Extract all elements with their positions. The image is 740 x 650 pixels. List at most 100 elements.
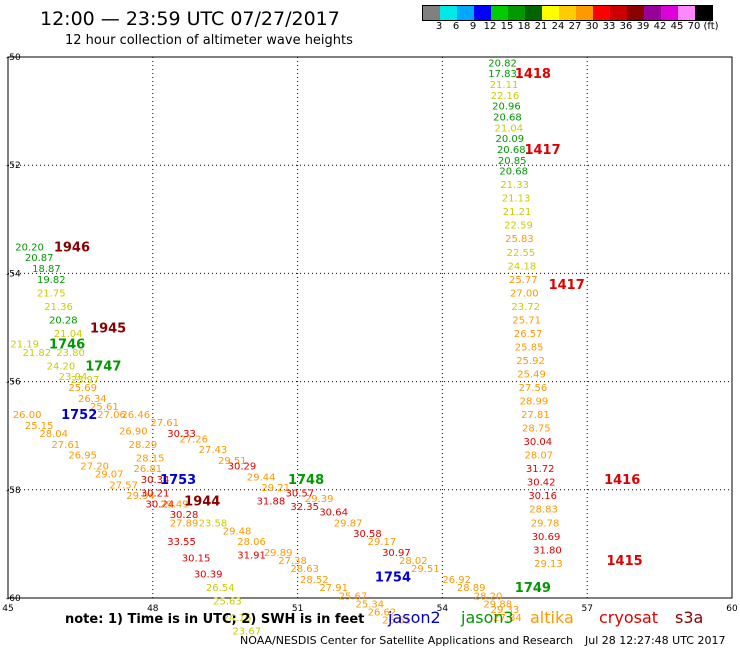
color-scale-label: 33: [602, 21, 616, 32]
pass-time-label: 1418: [515, 67, 551, 82]
legend-cryosat: cryosat: [599, 608, 659, 627]
wave-height-value: 21.36: [44, 302, 73, 313]
wave-height-value: 31.80: [533, 545, 562, 556]
x-tick-label: 45: [2, 604, 13, 614]
wave-height-value: 29.88: [483, 599, 512, 610]
wave-height-value: 24.18: [508, 261, 537, 272]
legend-jason2: jason2: [388, 608, 441, 627]
wave-height-value: 25.69: [68, 383, 97, 394]
wave-height-value: 25.61: [90, 402, 119, 413]
color-swatch: [457, 6, 474, 20]
wave-height-value: 25.85: [515, 342, 544, 353]
color-swatch: [661, 6, 678, 20]
wave-height-value: 21.13: [502, 194, 531, 205]
pass-time-label: 1747: [85, 359, 121, 374]
timestamp-text: Jul 28 12:27:48 UTC 2017: [585, 634, 726, 647]
wave-height-value: 30.28: [170, 510, 199, 521]
y-tick-label: -54: [6, 269, 21, 279]
wave-height-value: 29.44: [247, 472, 276, 483]
color-scale-label: 12: [483, 21, 497, 32]
wave-height-value: 21.33: [500, 180, 529, 191]
wave-height-value: 21.75: [37, 288, 66, 299]
wave-height-value: 30.97: [382, 548, 411, 559]
color-scale-label: 3: [435, 21, 443, 32]
wave-height-value: 25.63: [213, 597, 242, 608]
wave-height-value: 29.87: [334, 518, 363, 529]
color-swatch: [440, 6, 457, 20]
wave-height-value: 24.16: [223, 613, 252, 624]
wave-height-value: 26.61: [382, 616, 411, 627]
pass-time-label: 1417: [549, 278, 585, 293]
wave-height-value: 20.96: [492, 102, 521, 113]
color-scale-label: 70: [687, 21, 701, 32]
wave-height-value: 23.67: [232, 626, 261, 637]
wave-height-value: 27.20: [80, 461, 109, 472]
wave-height-value: 30.16: [528, 491, 557, 502]
pass-time-label: 1945: [90, 322, 126, 337]
wave-height-value: 26.57: [514, 329, 543, 340]
wave-height-value: 27.89: [170, 518, 199, 529]
wave-height-value: 29.78: [531, 518, 560, 529]
pass-time-label: 1749: [515, 581, 551, 596]
wave-height-value: 25.71: [512, 315, 541, 326]
page-title: 12:00 — 23:59 UTC 07/27/2017: [40, 8, 340, 30]
y-tick-label: -58: [6, 486, 21, 496]
wave-height-value: 29.89: [264, 548, 293, 559]
wave-height-value: 29.21: [261, 483, 290, 494]
footnote: note: 1) Time is in UTC; 2) SWH is in fe…: [65, 612, 365, 627]
wave-height-value: 30.39: [194, 570, 223, 581]
wave-height-value: 30.58: [353, 529, 382, 540]
wave-height-value: 25.34: [356, 599, 385, 610]
color-scale-label: (ft): [703, 21, 719, 32]
color-scale-label: 30: [585, 21, 599, 32]
x-tick-label: 57: [581, 604, 592, 614]
wave-height-value: 27.38: [278, 556, 307, 567]
wave-height-value: 21.21: [503, 207, 532, 218]
color-swatch: [474, 6, 491, 20]
wave-height-value: 30.21: [141, 489, 170, 500]
wave-height-value: 20.68: [497, 145, 526, 156]
wave-height-value: 29.07: [95, 470, 124, 481]
color-swatch: [610, 6, 627, 20]
wave-height-value: 29.39: [305, 494, 334, 505]
x-tick-label: 60: [726, 604, 738, 614]
wave-height-value: 21.04: [495, 123, 524, 134]
wave-height-value: 18.87: [32, 264, 61, 275]
wave-height-value: 29.17: [368, 537, 397, 548]
wave-height-value: 25.83: [505, 234, 534, 245]
pass-time-label: 1752: [61, 408, 97, 423]
wave-height-value: 19.82: [37, 275, 66, 286]
wave-height-value: 24.20: [47, 361, 76, 372]
color-scale-label: 45: [670, 21, 684, 32]
wave-height-value: 20.85: [498, 156, 527, 167]
color-scale-label: 24: [551, 21, 565, 32]
wave-height-value: 27.57: [109, 480, 138, 491]
color-swatch: [491, 6, 508, 20]
pass-time-label: 1746: [49, 338, 85, 353]
wave-height-value: 27.91: [319, 583, 348, 594]
wave-height-value: 25.49: [517, 369, 546, 380]
page-subtitle: 12 hour collection of altimeter wave hei…: [65, 33, 353, 48]
color-swatch: [695, 6, 712, 20]
wave-height-value: 22.55: [507, 248, 536, 259]
wave-height-value: 31.72: [526, 464, 555, 475]
color-scale-label: 9: [469, 21, 477, 32]
wave-height-value: 26.81: [133, 464, 162, 475]
pass-time-label: 1753: [160, 473, 196, 488]
color-swatch: [525, 6, 542, 20]
wave-height-value: 31.88: [257, 497, 286, 508]
wave-height-value: 23.94: [59, 372, 88, 383]
wave-height-value: 28.83: [529, 505, 558, 516]
wave-height-value: 29.51: [218, 456, 247, 467]
color-scale-label: 18: [517, 21, 531, 32]
color-swatch: [678, 6, 695, 20]
wave-height-value: 26.90: [119, 426, 148, 437]
pass-time-label: 1416: [604, 473, 640, 488]
wave-height-value: 33.55: [167, 537, 196, 548]
wave-height-value: 25.92: [516, 356, 545, 367]
wave-height-value: 30.04: [523, 437, 552, 448]
wave-height-value: 20.82: [488, 58, 517, 69]
color-swatch: [423, 6, 440, 20]
wave-height-value: 20.20: [15, 242, 44, 253]
x-tick-label: 48: [147, 604, 159, 614]
